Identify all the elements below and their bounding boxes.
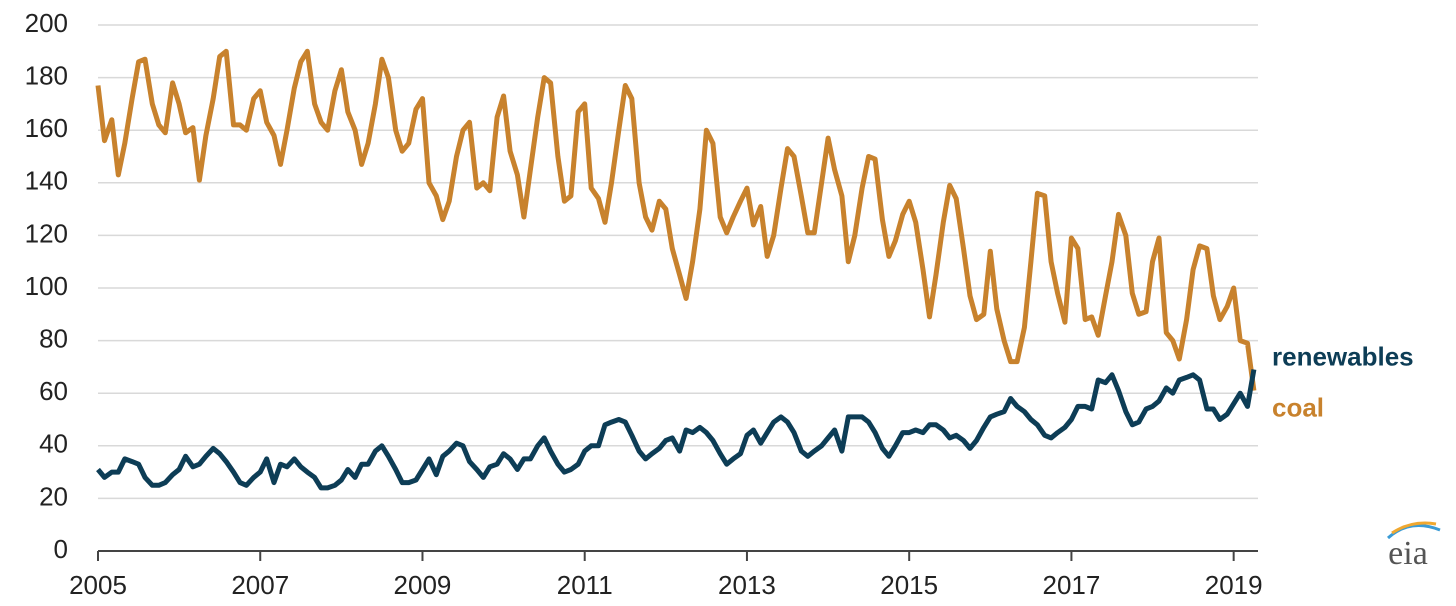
- y-tick-label: 80: [39, 323, 68, 353]
- y-tick-label: 120: [25, 218, 68, 248]
- y-tick-label: 160: [25, 113, 68, 143]
- y-tick-label: 20: [39, 481, 68, 511]
- y-tick-label: 60: [39, 376, 68, 406]
- logo: eia: [1388, 535, 1428, 572]
- x-tick-label: 2017: [1043, 570, 1101, 600]
- y-tick-label: 100: [25, 271, 68, 301]
- y-tick-label: 0: [54, 534, 68, 564]
- series-line: [96, 369, 1257, 491]
- series-label: renewables: [1272, 341, 1414, 371]
- y-tick-label: 200: [25, 8, 68, 38]
- x-tick-label: 2007: [231, 570, 289, 600]
- y-tick-label: 180: [25, 60, 68, 90]
- y-tick-label: 140: [25, 166, 68, 196]
- series-label: coal: [1272, 392, 1324, 422]
- logo-arc: [1391, 521, 1437, 535]
- y-tick-label: 40: [39, 429, 68, 459]
- x-tick-label: 2005: [69, 570, 127, 600]
- x-tick-label: 2019: [1205, 570, 1263, 600]
- x-tick-label: 2015: [880, 570, 938, 600]
- x-tick-label: 2013: [718, 570, 776, 600]
- x-tick-label: 2009: [394, 570, 452, 600]
- x-tick-label: 2011: [557, 570, 613, 600]
- series-line: [95, 48, 1257, 391]
